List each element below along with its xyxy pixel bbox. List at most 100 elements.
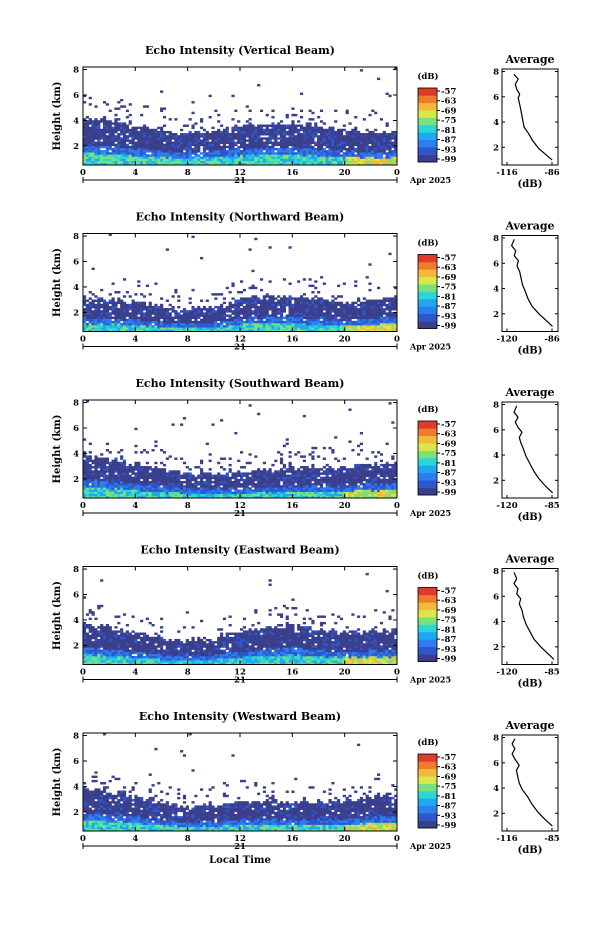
heatmap-cell xyxy=(265,325,269,328)
heatmap-cell xyxy=(100,461,104,465)
heatmap-cell xyxy=(174,291,178,294)
heatmap-cell xyxy=(285,489,289,492)
heatmap-cell xyxy=(242,329,246,332)
heatmap-cell xyxy=(282,322,286,326)
heatmap-cell xyxy=(131,468,135,471)
heatmap-cell xyxy=(108,145,112,149)
heatmap-cell xyxy=(97,124,101,127)
heatmap-cell xyxy=(291,491,295,495)
heatmap-cell xyxy=(160,470,164,473)
heatmap-cell xyxy=(200,329,204,332)
heatmap-cell xyxy=(225,154,229,157)
heatmap-cell xyxy=(305,133,309,136)
heatmap-cell xyxy=(94,143,98,147)
heatmap-cell xyxy=(200,158,204,162)
heatmap-cell xyxy=(85,483,89,486)
heatmap-cell xyxy=(365,310,369,313)
heatmap-cell xyxy=(177,322,181,326)
heatmap-cell xyxy=(180,457,184,460)
heatmap-cell xyxy=(314,318,318,322)
heatmap-cell xyxy=(88,162,92,166)
heatmap-cell xyxy=(137,312,141,315)
heatmap-cell xyxy=(217,308,221,311)
heatmap-cell xyxy=(299,126,304,130)
heatmap-cell xyxy=(351,137,355,140)
heatmap-cell xyxy=(197,316,201,320)
heatmap-cell xyxy=(88,160,92,164)
heatmap-cell xyxy=(259,329,264,332)
heatmap-cell xyxy=(108,474,112,477)
heatmap-cell xyxy=(165,322,169,326)
heatmap-cell xyxy=(168,318,172,322)
heatmap-cell xyxy=(297,156,301,159)
heatmap-cell xyxy=(368,147,372,151)
heatmap-cell xyxy=(314,126,318,130)
heatmap-cell xyxy=(202,480,207,484)
heatmap-cell xyxy=(111,141,115,144)
heatmap-cell xyxy=(291,143,295,147)
heatmap-cell xyxy=(134,141,138,144)
heatmap-cell xyxy=(205,139,209,142)
heatmap-cell xyxy=(202,472,207,475)
heatmap-cell xyxy=(140,152,144,155)
heatmap-cell xyxy=(108,154,112,157)
heatmap-cell xyxy=(262,154,266,157)
heatmap-cell xyxy=(205,299,209,302)
heatmap-cell xyxy=(85,461,89,465)
heatmap-cell xyxy=(305,122,309,125)
heatmap-cell xyxy=(308,478,312,482)
heatmap-cell xyxy=(282,160,286,164)
heatmap-cell xyxy=(208,116,212,119)
heatmap-cell xyxy=(191,305,195,309)
heatmap-cell xyxy=(108,122,112,125)
heatmap-cell xyxy=(234,158,238,162)
heatmap-cell xyxy=(157,329,161,332)
heatmap-cell xyxy=(357,303,361,307)
heatmap-cell xyxy=(171,480,175,484)
heatmap-cell xyxy=(222,312,227,315)
heatmap-cell xyxy=(97,310,101,313)
heatmap-cell xyxy=(351,150,355,153)
heatmap-cell xyxy=(120,312,124,315)
heatmap-cell xyxy=(342,137,346,140)
heatmap-cell xyxy=(314,312,318,315)
heatmap-cell xyxy=(151,130,155,134)
heatmap-cell xyxy=(274,141,278,144)
heatmap-cell xyxy=(228,483,232,486)
heatmap-cell xyxy=(145,162,149,166)
heatmap-cell xyxy=(357,160,361,164)
heatmap-cell xyxy=(214,318,218,322)
heatmap-cell xyxy=(134,466,138,469)
heatmap-cell xyxy=(142,312,147,315)
heatmap-cell xyxy=(117,118,121,121)
heatmap-cell xyxy=(242,135,246,138)
heatmap-cell xyxy=(299,116,304,119)
heatmap-cell xyxy=(251,135,255,138)
heatmap-cell xyxy=(259,156,264,159)
heatmap-cell xyxy=(191,111,195,115)
heatmap-cell xyxy=(83,101,87,104)
heatmap-cell xyxy=(242,493,246,497)
heatmap-cell xyxy=(317,322,321,326)
heatmap-cell xyxy=(137,154,141,157)
heatmap-cell xyxy=(357,316,361,320)
heatmap-cell xyxy=(348,327,352,330)
heatmap-cell xyxy=(102,478,107,482)
heatmap-cell xyxy=(154,474,158,477)
heatmap-cell xyxy=(374,145,378,149)
heatmap-cell xyxy=(354,327,358,330)
heatmap-cell xyxy=(282,470,286,473)
heatmap-cell xyxy=(228,478,232,482)
heatmap-cell xyxy=(331,139,335,142)
heatmap-cell xyxy=(225,487,229,490)
heatmap-cell xyxy=(314,495,318,499)
heatmap-cell xyxy=(191,135,195,138)
heatmap-cell xyxy=(194,154,198,157)
heatmap-cell xyxy=(140,466,144,469)
heatmap-cell xyxy=(165,310,169,313)
heatmap-cell xyxy=(285,147,289,151)
heatmap-cell xyxy=(211,495,215,499)
heatmap-cell xyxy=(325,141,329,144)
heatmap-cell xyxy=(225,152,229,155)
heatmap-cell xyxy=(122,303,127,307)
